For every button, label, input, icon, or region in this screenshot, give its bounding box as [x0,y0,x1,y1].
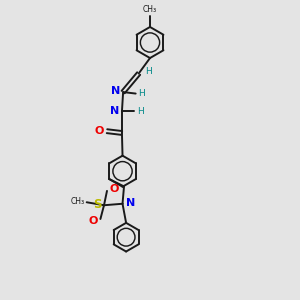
Text: O: O [110,184,119,194]
Text: N: N [112,85,121,96]
Text: N: N [110,106,119,116]
Text: CH₃: CH₃ [143,5,157,14]
Text: O: O [88,216,98,226]
Text: S: S [93,197,102,211]
Text: H: H [138,89,145,98]
Text: H: H [137,107,144,116]
Text: CH₃: CH₃ [70,197,84,206]
Text: O: O [94,126,104,136]
Text: H: H [145,67,152,76]
Text: N: N [125,198,135,208]
